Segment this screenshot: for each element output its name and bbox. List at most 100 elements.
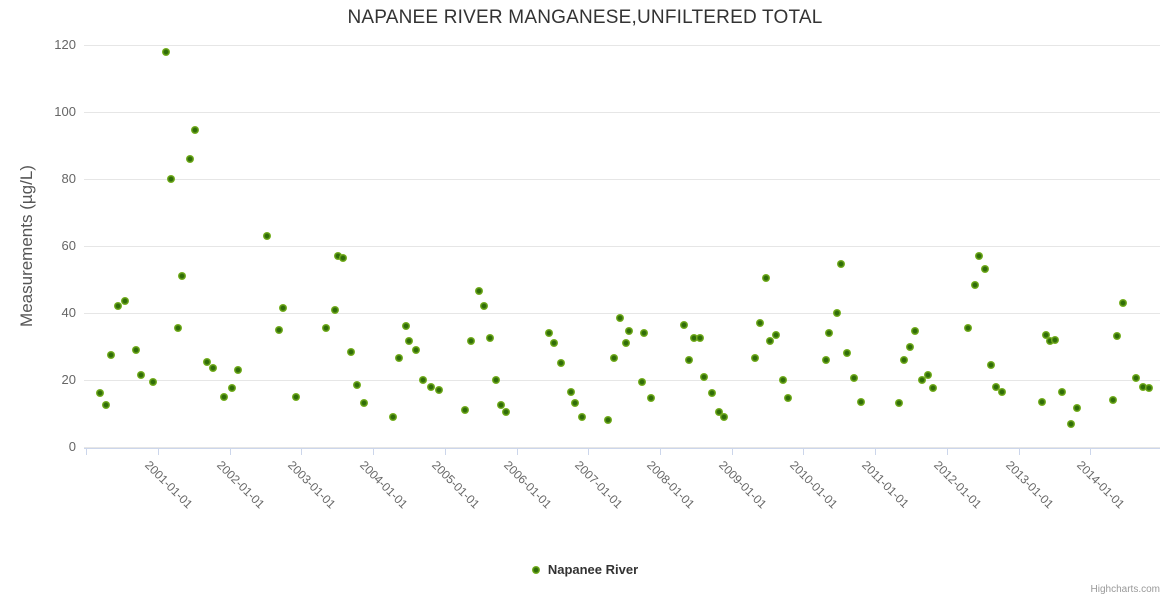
data-point[interactable] xyxy=(279,303,288,312)
data-point[interactable] xyxy=(779,376,788,384)
data-point[interactable] xyxy=(905,342,914,351)
data-point[interactable] xyxy=(772,330,781,339)
data-point[interactable] xyxy=(980,265,989,274)
data-point[interactable] xyxy=(544,329,553,338)
data-point[interactable] xyxy=(291,392,300,401)
data-point[interactable] xyxy=(427,382,436,391)
data-point[interactable] xyxy=(751,354,760,363)
data-point[interactable] xyxy=(756,319,765,328)
data-point[interactable] xyxy=(696,334,705,343)
data-point[interactable] xyxy=(647,394,656,403)
data-point[interactable] xyxy=(346,347,355,356)
data-point[interactable] xyxy=(964,324,973,333)
data-point[interactable] xyxy=(131,345,140,354)
data-point[interactable] xyxy=(690,334,699,343)
data-point[interactable] xyxy=(275,325,284,334)
data-point[interactable] xyxy=(577,412,586,421)
data-point[interactable] xyxy=(177,272,186,281)
highcharts-credit-link[interactable]: Highcharts.com xyxy=(1090,584,1160,595)
data-point[interactable] xyxy=(1051,335,1060,344)
data-point[interactable] xyxy=(1109,396,1118,405)
data-point[interactable] xyxy=(928,384,937,393)
data-point[interactable] xyxy=(766,337,775,346)
data-point[interactable] xyxy=(166,175,175,183)
data-point[interactable] xyxy=(992,382,1001,391)
data-point[interactable] xyxy=(924,370,933,379)
data-point[interactable] xyxy=(986,360,995,369)
data-point[interactable] xyxy=(998,387,1007,396)
data-point[interactable] xyxy=(549,339,558,348)
data-point[interactable] xyxy=(1058,387,1067,396)
data-point[interactable] xyxy=(783,394,792,403)
data-point[interactable] xyxy=(719,412,728,421)
data-point[interactable] xyxy=(501,407,510,416)
data-point[interactable] xyxy=(321,324,330,333)
data-point[interactable] xyxy=(833,309,842,317)
data-point[interactable] xyxy=(486,334,494,343)
data-point[interactable] xyxy=(359,399,368,408)
data-point[interactable] xyxy=(102,401,111,410)
data-point[interactable] xyxy=(227,384,236,393)
data-point[interactable] xyxy=(1046,337,1055,346)
data-point[interactable] xyxy=(435,386,444,395)
data-point[interactable] xyxy=(419,376,428,384)
data-point[interactable] xyxy=(714,407,723,416)
data-point[interactable] xyxy=(353,381,362,390)
data-point[interactable] xyxy=(821,355,830,364)
data-point[interactable] xyxy=(970,280,979,289)
data-point[interactable] xyxy=(1112,332,1121,341)
data-point[interactable] xyxy=(219,392,228,401)
data-point[interactable] xyxy=(1145,384,1154,393)
data-point[interactable] xyxy=(191,126,200,135)
data-point[interactable] xyxy=(899,355,908,364)
data-point[interactable] xyxy=(173,324,182,333)
data-point[interactable] xyxy=(136,370,145,379)
data-point[interactable] xyxy=(202,357,211,366)
data-point[interactable] xyxy=(621,339,630,348)
data-point[interactable] xyxy=(1138,382,1147,391)
data-point[interactable] xyxy=(1067,419,1076,428)
data-point[interactable] xyxy=(699,372,708,381)
data-point[interactable] xyxy=(917,376,926,384)
data-point[interactable] xyxy=(1072,404,1081,413)
data-point[interactable] xyxy=(975,252,984,261)
data-point[interactable] xyxy=(479,302,488,311)
data-point[interactable] xyxy=(625,327,634,336)
data-point[interactable] xyxy=(460,406,469,415)
data-point[interactable] xyxy=(106,350,115,359)
data-point[interactable] xyxy=(571,399,580,408)
data-point[interactable] xyxy=(856,397,865,406)
data-point[interactable] xyxy=(491,376,500,384)
data-point[interactable] xyxy=(113,302,122,311)
data-point[interactable] xyxy=(1131,374,1140,383)
data-point[interactable] xyxy=(338,253,347,262)
data-point[interactable] xyxy=(186,154,195,163)
data-point[interactable] xyxy=(679,320,688,329)
data-point[interactable] xyxy=(394,354,403,363)
data-point[interactable] xyxy=(836,260,845,269)
data-point[interactable] xyxy=(412,345,421,354)
data-point[interactable] xyxy=(120,297,129,306)
data-point[interactable] xyxy=(466,337,475,346)
data-point[interactable] xyxy=(161,47,170,56)
data-point[interactable] xyxy=(1041,330,1050,339)
data-point[interactable] xyxy=(557,359,566,368)
data-point[interactable] xyxy=(233,365,242,374)
data-point[interactable] xyxy=(685,355,694,364)
data-point[interactable] xyxy=(843,349,852,358)
data-point[interactable] xyxy=(603,416,612,425)
data-point[interactable] xyxy=(850,374,859,383)
data-point[interactable] xyxy=(1119,298,1128,307)
data-point[interactable] xyxy=(402,322,411,331)
data-point[interactable] xyxy=(404,337,413,346)
data-point[interactable] xyxy=(209,364,218,373)
data-point[interactable] xyxy=(262,231,271,240)
data-point[interactable] xyxy=(707,389,716,398)
data-point[interactable] xyxy=(762,273,771,282)
data-point[interactable] xyxy=(567,387,576,396)
data-point[interactable] xyxy=(331,305,340,314)
data-point[interactable] xyxy=(910,327,919,336)
data-point[interactable] xyxy=(1037,397,1046,406)
data-point[interactable] xyxy=(148,377,157,386)
data-point[interactable] xyxy=(475,287,484,296)
